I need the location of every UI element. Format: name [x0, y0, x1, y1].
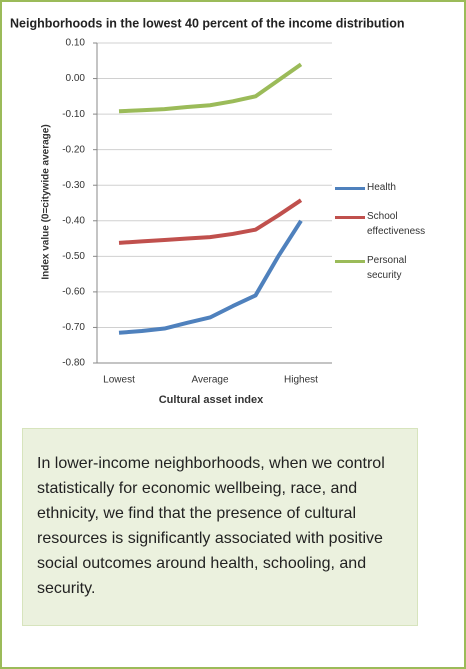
y-tick-label: -0.50 — [62, 251, 85, 262]
chart: Neighborhoods in the lowest 40 percent o… — [10, 16, 404, 406]
legend-swatch — [335, 187, 365, 190]
legend-label: Health — [367, 182, 396, 193]
legend-item: Personal security — [335, 253, 425, 283]
y-axis-label: Index value (0=citywide average) — [41, 124, 52, 279]
line-series — [118, 198, 303, 245]
y-tick-label: 0.00 — [66, 73, 86, 84]
line-series — [118, 219, 303, 335]
legend-swatch — [335, 260, 365, 263]
legend: Health School effectiveness Personal secur… — [335, 180, 425, 297]
y-tick-label: -0.10 — [62, 109, 85, 120]
legend-label: Personal security — [367, 255, 407, 281]
legend-label: School effectiveness — [367, 211, 426, 237]
chart-title: Neighborhoods in the lowest 40 percent o… — [10, 16, 404, 30]
y-tick-label: -0.40 — [62, 215, 85, 226]
x-tick-label: Highest — [284, 375, 318, 386]
line-series — [118, 62, 303, 114]
y-tick-label: -0.20 — [62, 144, 85, 155]
y-tick-label: -0.80 — [62, 358, 85, 369]
x-axis-label: Cultural asset index — [159, 394, 264, 406]
legend-item: Health — [335, 180, 425, 195]
y-tick-label: -0.30 — [62, 180, 85, 191]
caption: In lower-income neighborhoods, when we c… — [22, 428, 418, 626]
y-tick-label: -0.60 — [62, 287, 85, 298]
x-tick-label: Average — [191, 375, 229, 386]
x-tick-label: Lowest — [103, 375, 135, 386]
y-tick-label: -0.70 — [62, 322, 85, 333]
y-tick-label: 0.10 — [66, 38, 86, 49]
legend-item: School effectiveness — [335, 209, 425, 239]
legend-swatch — [335, 216, 365, 219]
